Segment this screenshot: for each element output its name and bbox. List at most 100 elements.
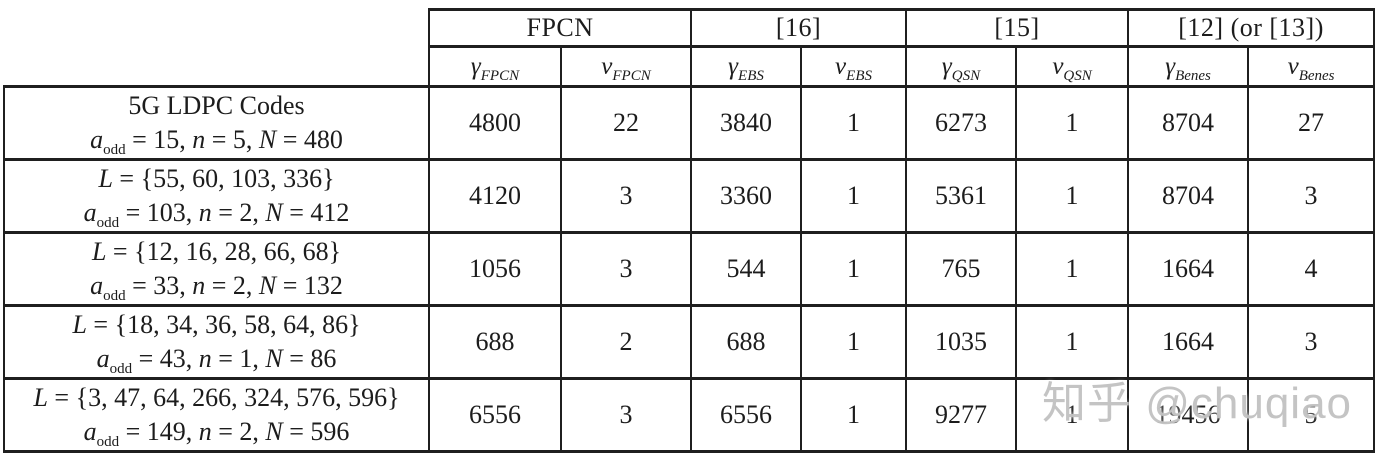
label-segment: 5G LDPC Codes [128,91,305,120]
column-header-gamma-fpcn: γFPCN [428,45,562,88]
cell-nu-fpcn: 3 [559,158,693,234]
cell-nu-qsn: 1 [1015,158,1130,234]
table-row: L = {18, 34, 36, 58, 64, 86} aodd = 43, n… [3,304,1376,380]
math-subscript: QSN [1063,67,1092,84]
corner-cell [4,10,429,87]
table-header: FPCN [16] [15] [12] (or [13]) γFPCN νFPCN γEB… [4,8,1376,88]
column-header-gamma-benes: γBenes [1127,45,1250,88]
math-symbol: ν [1287,52,1299,80]
label-segment: n [192,271,206,300]
cell-gamma-qsn: 6273 [905,85,1018,161]
row-label-line1: 5G LDPC Codes [6,90,427,124]
label-segment: = 103, [119,198,199,227]
cell-nu-benes: 5 [1247,377,1376,453]
label-segment: a [83,198,97,227]
label-segment: = 149, [119,417,199,446]
column-group-ref15: [15] [905,8,1130,48]
label-segment: n [198,417,212,446]
cell-gamma-benes: 19456 [1127,377,1250,453]
math-subscript: EBS [846,67,872,84]
cell-gamma-fpcn: 1056 [428,231,562,307]
label-segment: = 2, [211,417,266,446]
label-segment: N [258,271,277,300]
label-segment: L [91,237,107,266]
label-segment: = 2, [205,271,259,300]
column-header-gamma-ebs: γEBS [690,45,803,88]
label-segment: N [265,344,283,373]
cell-gamma-ebs: 3360 [690,158,803,234]
row-label-line2: aodd = 33, n = 2, N = 132 [6,269,427,305]
label-segment: = {3, 47, 64, 266, 324, 576, 596} [47,383,400,412]
label-segment: = {18, 34, 36, 58, 64, 86} [86,310,361,339]
math-symbol: γ [1165,52,1176,80]
column-group-row: FPCN [16] [15] [12] (or [13]) [4,8,1376,48]
row-label: L = {12, 16, 28, 66, 68} aodd = 33, n = 2… [3,231,430,307]
row-label: 5G LDPC Codes aodd = 15, n = 5, N = 480 [3,85,430,161]
cell-gamma-benes: 1664 [1127,304,1250,380]
math-subscript: EBS [738,67,764,84]
cell-nu-ebs: 1 [800,231,908,307]
label-segment: odd [96,434,120,451]
label-segment: = 33, [125,271,193,300]
label-segment: L [98,164,113,193]
cell-nu-benes: 27 [1247,85,1376,161]
label-segment: n [198,198,212,227]
label-segment: = {12, 16, 28, 66, 68} [106,237,342,266]
cell-gamma-qsn: 9277 [905,377,1018,453]
label-segment: n [192,125,206,154]
math-symbol: ν [835,52,847,80]
cell-nu-fpcn: 2 [559,304,693,380]
cell-nu-ebs: 1 [800,158,908,234]
cell-gamma-ebs: 3840 [690,85,803,161]
ldpc-permutation-network-table: FPCN [16] [15] [12] (or [13]) γFPCN νFPCN γEB… [3,8,1376,453]
label-segment: = 132 [276,271,343,300]
row-label: L = {3, 47, 64, 266, 324, 576, 596} aodd … [3,377,430,453]
cell-nu-fpcn: 3 [559,231,693,307]
cell-nu-ebs: 1 [800,85,908,161]
cell-gamma-benes: 8704 [1127,158,1250,234]
column-header-row: γFPCN νFPCN γEBS νEBS γQSN νQSN γBenes νBenes [4,45,1376,88]
cell-nu-benes: 3 [1247,158,1376,234]
label-segment: odd [103,288,126,305]
label-segment: N [258,125,277,154]
comparison-table: FPCN [16] [15] [12] (or [13]) γFPCN νFPCN γEB… [3,8,1376,453]
cell-gamma-fpcn: 4120 [428,158,562,234]
row-label-line2: aodd = 103, n = 2, N = 412 [6,196,427,232]
math-subscript: Benes [1298,67,1335,84]
math-symbol: γ [470,52,481,80]
cell-nu-fpcn: 22 [559,85,693,161]
cell-gamma-fpcn: 688 [428,304,562,380]
label-segment: L [72,310,87,339]
label-segment: = 15, [125,125,193,154]
label-segment: = 5, [205,125,259,154]
cell-gamma-ebs: 544 [690,231,803,307]
row-label-line2: aodd = 43, n = 1, N = 86 [6,342,427,378]
column-header-gamma-qsn: γQSN [905,45,1018,88]
cell-gamma-ebs: 688 [690,304,803,380]
label-segment: = {55, 60, 103, 336} [112,164,335,193]
math-symbol: γ [728,52,739,80]
column-header-nu-qsn: νQSN [1015,45,1130,88]
label-segment: n [198,344,212,373]
cell-gamma-ebs: 6556 [690,377,803,453]
label-segment: a [90,125,104,154]
cell-nu-benes: 3 [1247,304,1376,380]
label-segment: = 43, [132,344,199,373]
label-segment: odd [96,215,120,232]
row-label-line1: L = {3, 47, 64, 266, 324, 576, 596} [6,382,427,416]
label-segment: = 480 [276,125,343,154]
table-row: L = {3, 47, 64, 266, 324, 576, 596} aodd … [3,377,1376,453]
math-symbol: γ [941,52,952,80]
math-symbol: ν [601,52,613,80]
cell-gamma-fpcn: 4800 [428,85,562,161]
table-row: L = {55, 60, 103, 336} aodd = 103, n = 2,… [3,158,1376,234]
row-label: L = {55, 60, 103, 336} aodd = 103, n = 2,… [3,158,430,234]
table-body: 5G LDPC Codes aodd = 15, n = 5, N = 480 48… [3,85,1376,453]
label-segment: a [90,271,104,300]
cell-nu-fpcn: 3 [559,377,693,453]
math-subscript: QSN [951,67,981,84]
cell-nu-benes: 4 [1247,231,1376,307]
cell-gamma-qsn: 1035 [905,304,1018,380]
label-segment: odd [109,361,133,378]
cell-nu-qsn: 1 [1015,304,1130,380]
